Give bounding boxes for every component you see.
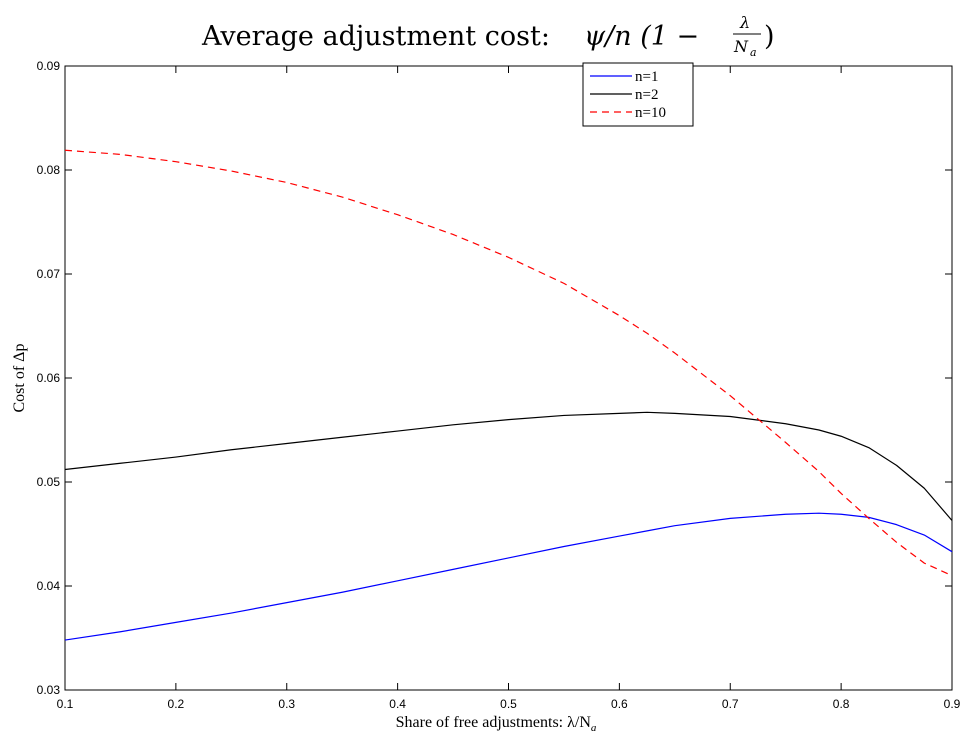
x-tick-label: 0.6 — [611, 697, 628, 711]
y-axis-label: Cost of Δp — [11, 344, 28, 413]
x-tick-label: 0.1 — [57, 697, 74, 711]
series-line-n-1 — [64, 512, 953, 641]
x-tick-label: 0.9 — [944, 697, 961, 711]
chart-title-fraction-denominator-subscript: a — [750, 46, 757, 59]
chart-title-fraction-numerator: λ — [739, 13, 750, 32]
x-axis-label-text: Share of free adjustments: λ/N — [396, 714, 592, 731]
chart-title-formula: ψ/n (1 − — [584, 21, 699, 52]
y-tick-label: 0.04 — [37, 579, 61, 593]
chart-title-fraction-denominator: N — [733, 37, 749, 56]
y-tick-label: 0.09 — [37, 59, 61, 73]
y-tick-label: 0.08 — [37, 163, 61, 177]
y-tick-label: 0.03 — [37, 683, 61, 697]
chart-title-text: Average adjustment cost: — [201, 21, 550, 52]
y-axis: 0.03 0.04 0.05 0.06 0.07 0.08 0.09 — [37, 59, 952, 697]
x-axis: 0.1 0.2 0.3 0.4 0.5 0.6 0.7 0.8 0.9 — [57, 66, 961, 711]
chart-title-formula-close: ) — [764, 21, 775, 52]
x-tick-label: 0.5 — [500, 697, 517, 711]
legend: n=1 n=2 n=10 — [582, 62, 694, 127]
x-tick-label: 0.7 — [722, 697, 739, 711]
x-tick-label: 0.4 — [389, 697, 406, 711]
y-tick-label: 0.06 — [37, 371, 61, 385]
chart-title: Average adjustment cost: ψ/n (1 − λ N a … — [201, 13, 775, 59]
legend-label: n=1 — [635, 69, 658, 85]
legend-label: n=10 — [635, 105, 666, 121]
x-tick-label: 0.3 — [278, 697, 295, 711]
y-tick-label: 0.05 — [37, 475, 61, 489]
series-layer — [64, 149, 953, 641]
series-line-n-10 — [64, 149, 953, 577]
x-tick-label: 0.2 — [168, 697, 185, 711]
x-axis-label-subscript: a — [591, 722, 597, 734]
y-tick-label: 0.07 — [37, 267, 61, 281]
x-tick-label: 0.8 — [833, 697, 850, 711]
x-axis-label: Share of free adjustments: λ/Na — [396, 714, 597, 734]
legend-label: n=2 — [635, 87, 658, 103]
plot-frame — [64, 65, 953, 691]
series-line-n-2 — [64, 411, 953, 521]
